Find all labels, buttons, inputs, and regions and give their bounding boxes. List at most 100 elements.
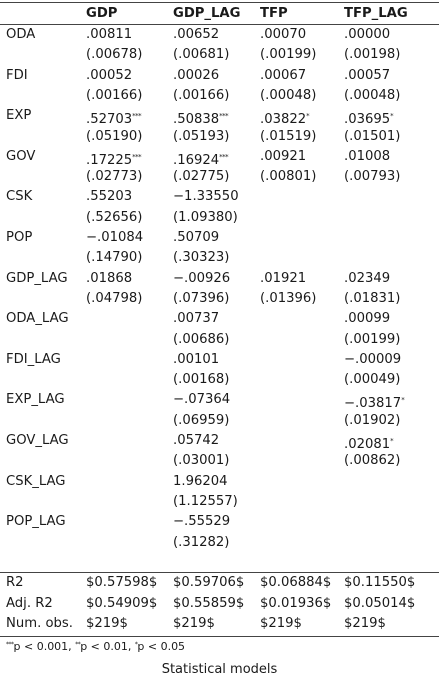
stat-label-text: Adj. R2: [6, 595, 53, 611]
se-cell-text: (.06959): [173, 412, 230, 428]
coef-cell: .00000: [344, 25, 390, 45]
stat-cell-text: $0.59706$: [173, 575, 245, 590]
coef-cell-text: .00921: [260, 148, 307, 164]
se-cell: (.00049): [344, 370, 400, 390]
stat-cell: $0.55859$: [173, 594, 244, 614]
coef-cell-text: .01868: [86, 270, 133, 286]
se-cell: (.00801): [260, 167, 316, 187]
se-cell-text: (.31282): [173, 534, 230, 550]
coef-cell-text: .55203: [86, 189, 133, 205]
se-cell-text: (.00166): [86, 87, 143, 103]
se-cell: (.07396): [173, 289, 229, 309]
stat-cell-text: $219$: [260, 616, 302, 631]
coef-cell: .01921: [260, 269, 306, 289]
coef-cell-text: −.01084: [86, 230, 144, 245]
coef-cell-text: −.00009: [344, 351, 402, 367]
se-cell-text: (.02773): [86, 169, 143, 185]
row-label: EXP_LAG: [6, 390, 65, 410]
se-cell: (.02773): [86, 167, 142, 187]
se-row: (.05190) (.05193) (.01519) (.01501): [0, 127, 439, 147]
se-cell: (.00048): [260, 86, 316, 106]
stat-cell: $219$: [86, 614, 128, 634]
se-cell: (.05193): [173, 127, 229, 147]
coef-cell-text: .16924: [173, 152, 220, 168]
stat-label-text: Num. obs.: [6, 616, 73, 631]
coef-cell-text: .00099: [344, 311, 391, 327]
se-cell: (.30323): [173, 248, 229, 268]
row-label-text: EXP_LAG: [6, 392, 65, 408]
stat-cell-text: $0.57598$: [86, 575, 158, 590]
row-label: CSK: [6, 187, 32, 207]
row-label: ODA: [6, 25, 35, 45]
row-label-text: CSK_LAG: [6, 473, 66, 489]
se-cell: (.00199): [260, 45, 316, 65]
note-text: p < 0.001,: [13, 640, 76, 653]
significance-stars: *: [306, 112, 310, 121]
coef-cell: −.00926: [173, 269, 230, 289]
se-cell: (.00166): [173, 86, 229, 106]
stat-cell-text: $219$: [344, 616, 386, 631]
coef-cell-text: .52703: [86, 112, 133, 128]
significance-stars: ***: [132, 152, 142, 161]
row-label: GOV_LAG: [6, 431, 69, 451]
se-cell-text: (.00801): [260, 169, 317, 185]
table-caption: Statistical models: [161, 662, 278, 677]
row-label-text: GDP_LAG: [6, 270, 68, 286]
se-cell-text: (.05190): [86, 128, 143, 144]
se-cell: (.31282): [173, 533, 229, 553]
stat-cell: $0.57598$: [86, 573, 157, 593]
column-header-text: TFP_LAG: [344, 6, 408, 21]
coef-cell: .52703***: [86, 106, 142, 130]
se-cell: (1.12557): [173, 492, 238, 512]
row-label-text: ODA_LAG: [6, 311, 69, 327]
row-label-text: POP: [6, 230, 33, 245]
se-cell: (.02775): [173, 167, 229, 187]
stat-cell: $0.01936$: [260, 594, 331, 614]
coef-cell-text: −1.33550: [173, 189, 239, 205]
row-label-text: ODA: [6, 27, 36, 42]
se-cell-text: (1.09380): [173, 209, 238, 225]
se-cell: (.00198): [344, 45, 400, 65]
stat-label-text: R2: [6, 575, 24, 590]
se-cell-text: (.00166): [173, 87, 230, 103]
coef-cell: 1.96204: [173, 472, 228, 492]
se-cell-text: (.01831): [344, 290, 401, 306]
coef-cell: −.03817*: [344, 390, 405, 414]
row-label: EXP: [6, 106, 31, 126]
coef-cell-text: .03695: [344, 112, 391, 128]
stat-cell-text: $0.06884$: [260, 575, 332, 590]
se-cell-text: (.03001): [173, 453, 230, 469]
column-header: GDP_LAG: [173, 4, 240, 24]
coef-cell-text: .00101: [173, 351, 220, 367]
se-cell-text: (.00686): [173, 331, 230, 347]
column-header-text: TFP: [260, 6, 288, 21]
coef-cell: .16924***: [173, 147, 229, 171]
se-row: (.14790) (.30323): [0, 248, 439, 268]
stat-label: Adj. R2: [6, 594, 53, 614]
se-cell: (.00681): [173, 45, 229, 65]
row-label: FDI_LAG: [6, 350, 61, 370]
coef-cell: .00057: [344, 66, 390, 86]
se-cell: (.52656): [86, 208, 142, 228]
se-cell: (.00793): [344, 167, 400, 187]
coef-cell: .50709: [173, 228, 219, 248]
se-cell-text: (.01396): [260, 290, 317, 306]
coef-cell-text: .00067: [260, 67, 307, 83]
se-cell-text: (.00199): [344, 331, 401, 347]
significance-stars: ***: [219, 112, 229, 121]
row-label-text: GOV_LAG: [6, 433, 69, 448]
bottom-rule: [0, 636, 439, 637]
coef-row: CSK_LAG 1.96204: [0, 472, 439, 492]
se-cell-text: (.00862): [344, 453, 401, 469]
se-cell: (.03001): [173, 451, 229, 471]
column-header: TFP_LAG: [344, 4, 408, 24]
se-cell: (.00678): [86, 45, 142, 65]
coef-cell: .17225***: [86, 147, 142, 171]
se-row: (.00166) (.00166) (.00048) (.00048): [0, 86, 439, 106]
se-cell-text: (.02775): [173, 169, 230, 185]
coef-cell-text: .00811: [86, 27, 133, 42]
coef-row: ODA_LAG .00737 .00099: [0, 309, 439, 329]
coef-cell: .00811: [86, 25, 132, 45]
stat-cell: $219$: [173, 614, 215, 634]
se-cell: (1.09380): [173, 208, 238, 228]
